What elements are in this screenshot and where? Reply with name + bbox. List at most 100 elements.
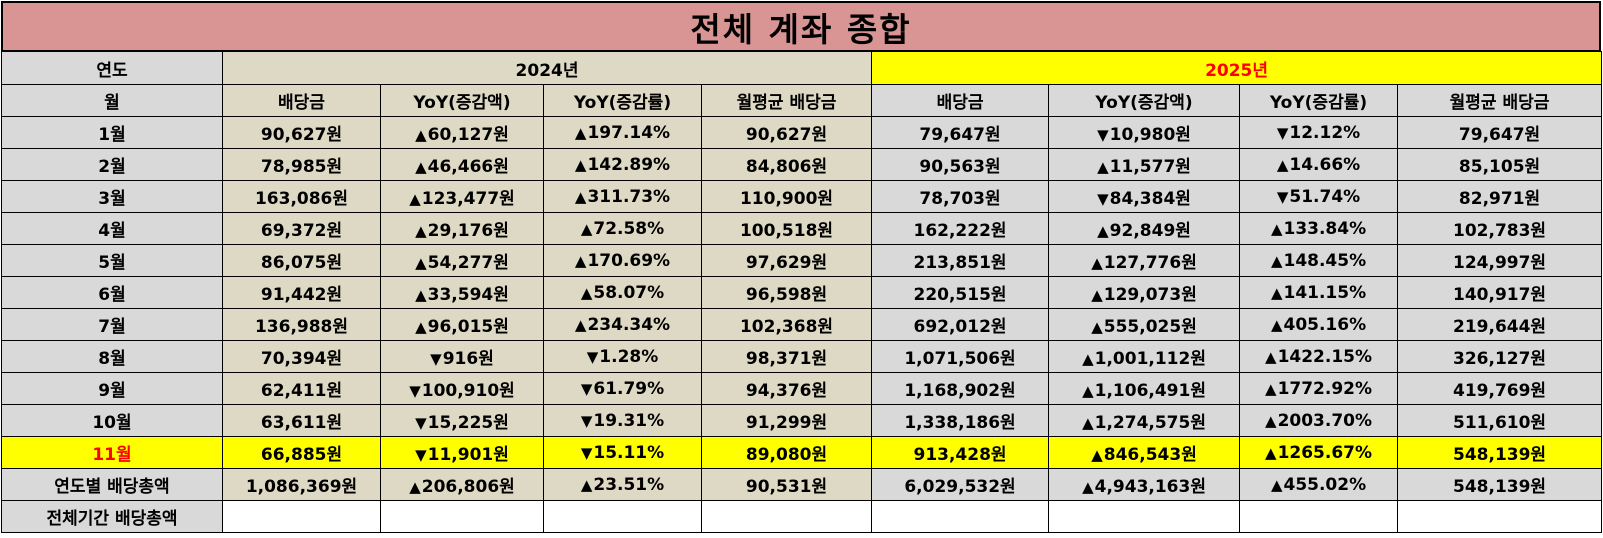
col-2024-yoy-rate: YoY(증감률) xyxy=(543,84,702,117)
empty-cell xyxy=(380,500,544,533)
yoy-amount-2025: ▲846,543원 xyxy=(1048,436,1241,469)
yoy-amount-2025: ▲11,577원 xyxy=(1048,148,1241,181)
triangle-up-icon: ▲ xyxy=(1265,379,1277,398)
yoy-value: 46,466원 xyxy=(427,157,509,177)
dividend-2024: 90,627원 xyxy=(222,116,381,149)
col-2025-yoy-rate: YoY(증감률) xyxy=(1239,84,1399,117)
yoy-amount-2025: ▼84,384원 xyxy=(1048,180,1241,213)
triangle-up-icon: ▲ xyxy=(1276,155,1289,174)
triangle-down-icon: ▼ xyxy=(586,347,599,366)
yoy-rate-2025: ▲133.84% xyxy=(1239,212,1399,245)
yoy-rate-2025: ▲141.15% xyxy=(1239,276,1399,309)
yoy-value: 61.79% xyxy=(593,378,665,399)
yoy-amount-2025: ▲1,001,112원 xyxy=(1048,340,1241,373)
yoy-rate-2024: ▲234.34% xyxy=(543,308,702,341)
dividend-2024: 91,442원 xyxy=(222,276,381,309)
dividend-2025: 1,168,902원 xyxy=(871,372,1050,405)
triangle-up-icon: ▲ xyxy=(574,187,587,206)
month-cell: 10월 xyxy=(1,404,223,437)
dividend-2025: 78,703원 xyxy=(871,180,1050,213)
yoy-amount-2024: ▲54,277원 xyxy=(380,244,544,277)
month-cell: 9월 xyxy=(1,372,223,405)
table-row: 4월 69,372원 ▲29,176원 ▲72.58% 100,518원 162,222원… xyxy=(1,212,1603,245)
triangle-up-icon: ▲ xyxy=(580,219,593,238)
yoy-value: 1,106,491원 xyxy=(1094,381,1206,401)
yoy-value: 142.89% xyxy=(587,154,671,175)
dividend-2025: 913,428원 xyxy=(871,436,1050,469)
yoy-value: 15,225원 xyxy=(427,413,509,433)
dividend-2025: 1,071,506원 xyxy=(871,340,1050,373)
triangle-up-icon: ▲ xyxy=(1082,350,1094,368)
yoy-value: 1422.15% xyxy=(1277,346,1373,367)
monthly-avg-2025: 82,971원 xyxy=(1397,180,1603,213)
triangle-up-icon: ▲ xyxy=(574,155,587,174)
triangle-down-icon: ▼ xyxy=(415,414,427,432)
yoy-rate-2025: ▲405.16% xyxy=(1239,308,1399,341)
dividend-2025: 6,029,532원 xyxy=(871,468,1050,501)
dividend-2024: 70,394원 xyxy=(222,340,381,373)
triangle-down-icon: ▼ xyxy=(580,411,593,430)
yoy-value: 33,594원 xyxy=(427,285,509,305)
sheet-title: 전체 계좌 종합 xyxy=(1,1,1601,52)
yoy-value: 555,025원 xyxy=(1103,317,1197,337)
monthly-avg-2025: 511,610원 xyxy=(1397,404,1603,437)
yoy-amount-2025: ▼10,980원 xyxy=(1048,116,1241,149)
empty-cell xyxy=(871,500,1050,533)
dividend-2025: 692,012원 xyxy=(871,308,1050,341)
yoy-value: 29,176원 xyxy=(427,221,509,241)
yoy-value: 58.07% xyxy=(593,282,665,303)
dividend-2024: 69,372원 xyxy=(222,212,381,245)
empty-cell xyxy=(222,500,381,533)
yoy-amount-2024: ▲33,594원 xyxy=(380,276,544,309)
monthly-avg-2024: 102,368원 xyxy=(700,308,873,341)
yoy-value: 72.58% xyxy=(593,218,665,239)
monthly-avg-2025: 124,997원 xyxy=(1397,244,1603,277)
triangle-up-icon: ▲ xyxy=(1270,475,1283,494)
table-row: 2월 78,985원 ▲46,466원 ▲142.89% 84,806원 90,563원 ▲… xyxy=(1,148,1603,181)
yoy-value: 10,980원 xyxy=(1109,125,1191,145)
yoy-amount-2024: ▼11,901원 xyxy=(380,436,544,469)
yoy-amount-2025: ▲92,849원 xyxy=(1048,212,1241,245)
yoy-amount-2025: ▲127,776원 xyxy=(1048,244,1241,277)
column-header-row: 월 배당금 YoY(증감액) YoY(증감률) 월평균 배당금 배당금 YoY(… xyxy=(1,84,1603,117)
yoy-value: 846,543원 xyxy=(1103,445,1197,465)
yoy-value: 92,849원 xyxy=(1109,221,1191,241)
annual-total-label: 연도별 배당총액 xyxy=(1,468,223,501)
yoy-amount-2025: ▲129,073원 xyxy=(1048,276,1241,309)
month-cell: 7월 xyxy=(1,308,223,341)
empty-cell xyxy=(1048,500,1241,533)
month-cell: 6월 xyxy=(1,276,223,309)
triangle-down-icon: ▼ xyxy=(580,379,593,398)
yoy-value: 23.51% xyxy=(593,474,665,495)
monthly-avg-2024: 100,518원 xyxy=(700,212,873,245)
dividend-2025: 90,563원 xyxy=(871,148,1050,181)
triangle-up-icon: ▲ xyxy=(574,315,587,334)
triangle-up-icon: ▲ xyxy=(1091,318,1103,336)
monthly-avg-2024: 90,627원 xyxy=(700,116,873,149)
triangle-up-icon: ▲ xyxy=(1091,254,1103,272)
yoy-value: 96,015원 xyxy=(427,317,509,337)
month-label: 월 xyxy=(1,84,223,117)
col-2024-monthly-avg: 월평균 배당금 xyxy=(700,84,873,117)
table-row: 11월 66,885원 ▼11,901원 ▼15.11% 89,080원 913,428원… xyxy=(1,436,1603,469)
yoy-rate-2025: ▲2003.70% xyxy=(1239,404,1399,437)
yoy-rate-2024: ▼19.31% xyxy=(543,404,702,437)
yoy-amount-2024: ▲60,127원 xyxy=(380,116,544,149)
yoy-value: 129,073원 xyxy=(1103,285,1197,305)
yoy-rate-2025: ▲1772.92% xyxy=(1239,372,1399,405)
triangle-down-icon: ▼ xyxy=(1097,190,1109,208)
year-2025-header: 2025년 xyxy=(871,51,1603,85)
monthly-avg-2025: 85,105원 xyxy=(1397,148,1603,181)
yoy-value: 84,384원 xyxy=(1109,189,1191,209)
triangle-down-icon: ▼ xyxy=(415,446,427,464)
yoy-value: 1.28% xyxy=(599,346,659,367)
triangle-down-icon: ▼ xyxy=(430,350,442,368)
triangle-up-icon: ▲ xyxy=(1265,347,1277,366)
monthly-avg-2024: 110,900원 xyxy=(700,180,873,213)
monthly-avg-2024: 91,299원 xyxy=(700,404,873,437)
triangle-up-icon: ▲ xyxy=(415,158,427,176)
monthly-avg-2024: 90,531원 xyxy=(700,468,873,501)
dividend-2024: 136,988원 xyxy=(222,308,381,341)
table-row: 9월 62,411원 ▼100,910원 ▼61.79% 94,376원 1,168,90… xyxy=(1,372,1603,405)
triangle-up-icon: ▲ xyxy=(1097,222,1109,240)
